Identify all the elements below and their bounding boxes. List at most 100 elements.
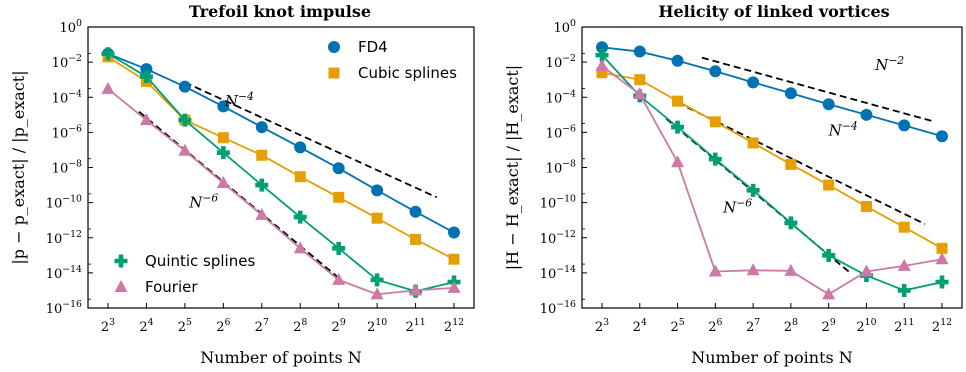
series-line: [107, 56, 455, 261]
data-point: [139, 70, 153, 84]
series-line: [601, 54, 943, 292]
data-point: [139, 113, 153, 126]
data-point: [708, 152, 722, 166]
y-tick-label: 10−12: [540, 229, 576, 247]
data-point: [897, 258, 911, 271]
data-point: [747, 137, 759, 149]
data-point: [294, 171, 306, 183]
y-tick-label: 10−14: [540, 264, 576, 282]
data-point: [216, 176, 230, 189]
plot-frame: [87, 26, 475, 309]
data-point: [101, 81, 115, 94]
data-point: [936, 242, 948, 254]
x-tick-label: 28: [293, 317, 307, 335]
y-tick-label: 10−4: [52, 88, 82, 106]
y-tick-label: 10−8: [52, 159, 82, 177]
reference-line-label: N−4: [828, 119, 858, 139]
y-axis-label: |p − p_exact| / |p_exact|: [9, 70, 28, 264]
reference-line: [184, 81, 438, 199]
data-point: [409, 205, 422, 218]
y-tick-label: 10−2: [52, 53, 82, 71]
data-point: [746, 263, 760, 276]
data-point: [595, 48, 609, 62]
series-line: [107, 88, 455, 296]
data-point: [784, 87, 797, 100]
data-point: [256, 149, 268, 161]
data-point: [822, 98, 835, 111]
chart-title: Trefoil knot impulse: [189, 2, 371, 21]
series-line: [601, 46, 943, 138]
reference-line-label: N−6: [188, 192, 218, 212]
x-tick-label: 27: [255, 317, 269, 335]
data-point: [293, 241, 307, 254]
x-tick-label: 23: [595, 317, 609, 335]
data-point: [370, 287, 384, 300]
data-point: [633, 45, 646, 58]
data-point: [671, 155, 685, 168]
data-point: [784, 263, 798, 276]
data-point: [709, 65, 722, 78]
x-tick-label: 27: [746, 317, 760, 335]
data-point: [371, 184, 384, 197]
data-point: [409, 283, 423, 296]
data-point: [823, 179, 835, 191]
y-tick-label: 10−16: [46, 299, 82, 317]
data-point: [709, 116, 721, 128]
x-tick-label: 26: [708, 317, 722, 335]
data-point: [370, 273, 384, 287]
data-point: [936, 130, 948, 143]
data-point: [822, 248, 836, 262]
data-point: [178, 143, 192, 156]
data-point: [447, 280, 461, 293]
reference-line-label: N−2: [874, 54, 904, 74]
data-point: [448, 253, 460, 265]
plot-frame: [581, 26, 963, 309]
data-point: [822, 287, 836, 300]
data-point: [140, 63, 153, 76]
x-tick-label: 212: [444, 317, 464, 335]
data-point: [217, 132, 229, 144]
data-point: [860, 108, 873, 121]
reference-line-label: N−6: [722, 197, 752, 217]
x-tick-label: 212: [932, 317, 952, 335]
y-tick-label: 10−2: [546, 53, 576, 71]
legend-marker: [328, 67, 340, 79]
x-tick-label: 25: [670, 317, 684, 335]
data-point: [410, 233, 422, 245]
x-tick-label: 24: [633, 317, 647, 335]
data-point: [708, 264, 722, 277]
y-axis-label: |H − H_exact| / |H_exact|: [503, 65, 522, 270]
series-line: [107, 52, 455, 234]
data-point: [747, 76, 760, 89]
data-point: [595, 59, 609, 72]
series-line: [601, 71, 943, 250]
x-tick-label: 210: [367, 317, 387, 335]
data-point: [671, 54, 684, 67]
data-point: [371, 212, 383, 224]
x-tick-label: 29: [822, 317, 836, 335]
data-point: [178, 113, 192, 127]
legend-label: Fourier: [145, 278, 198, 296]
data-point: [293, 210, 307, 224]
data-point: [897, 283, 911, 297]
x-tick-label: 24: [139, 317, 153, 335]
data-point: [255, 178, 269, 192]
y-tick-label: 10−6: [546, 123, 576, 141]
x-tick-label: 29: [332, 317, 346, 335]
y-tick-label: 10−16: [540, 299, 576, 317]
legend-label: Quintic splines: [145, 252, 255, 270]
data-point: [332, 162, 345, 175]
data-point: [596, 67, 608, 79]
panel-2: Helicity of linked vortices 10−16 10−14 10−…: [503, 2, 963, 367]
series-line: [601, 65, 943, 296]
legend-marker: [114, 254, 128, 268]
legend-marker: [328, 41, 340, 53]
data-point: [634, 74, 646, 86]
reference-line: [701, 56, 936, 123]
y-tick-label: 100: [554, 18, 577, 36]
data-point: [898, 221, 910, 233]
legend-marker: [114, 280, 128, 292]
data-point: [332, 241, 346, 255]
data-point: [935, 252, 949, 265]
